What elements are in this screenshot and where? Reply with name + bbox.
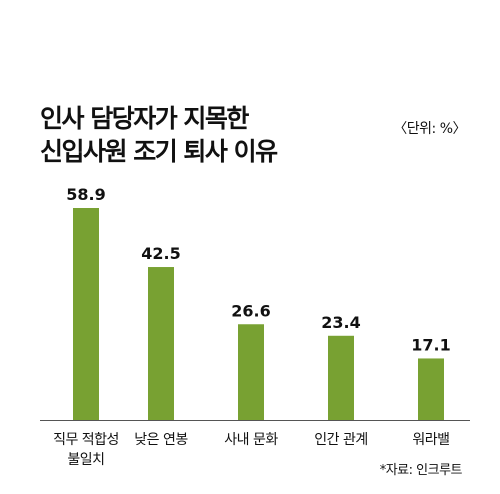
chart-title-line-1: 인사 담당자가 지목한 [40,104,249,133]
category-label-3-0: 인간 관계 [314,432,367,448]
bar-4 [418,358,444,420]
data-label-3: 23.4 [321,313,360,332]
bar-0 [73,208,99,420]
bar-3 [328,335,354,420]
category-label-1-0: 낮은 연봉 [134,432,188,448]
chart-title: 인사 담당자가 지목한 신입사원 조기 퇴사 이유 [40,102,278,168]
unit-label: 〈단위: %〉 [393,121,466,137]
data-label-0: 58.9 [66,185,105,204]
source-note: *자료: 인크루트 [379,463,463,478]
data-label-4: 17.1 [411,335,450,354]
bar-1 [148,267,174,420]
category-label-2-0: 사내 문화 [224,432,278,448]
category-label-4-0: 워라밸 [412,432,449,448]
category-label-0-1: 불일치 [67,452,104,468]
data-label-1: 42.5 [141,244,180,263]
data-label-2: 26.6 [231,301,270,320]
chart-title-line-2: 신입사원 조기 퇴사 이유 [40,137,278,166]
category-label-0-0: 직무 적합성 [53,432,119,448]
bar-2 [238,324,264,420]
